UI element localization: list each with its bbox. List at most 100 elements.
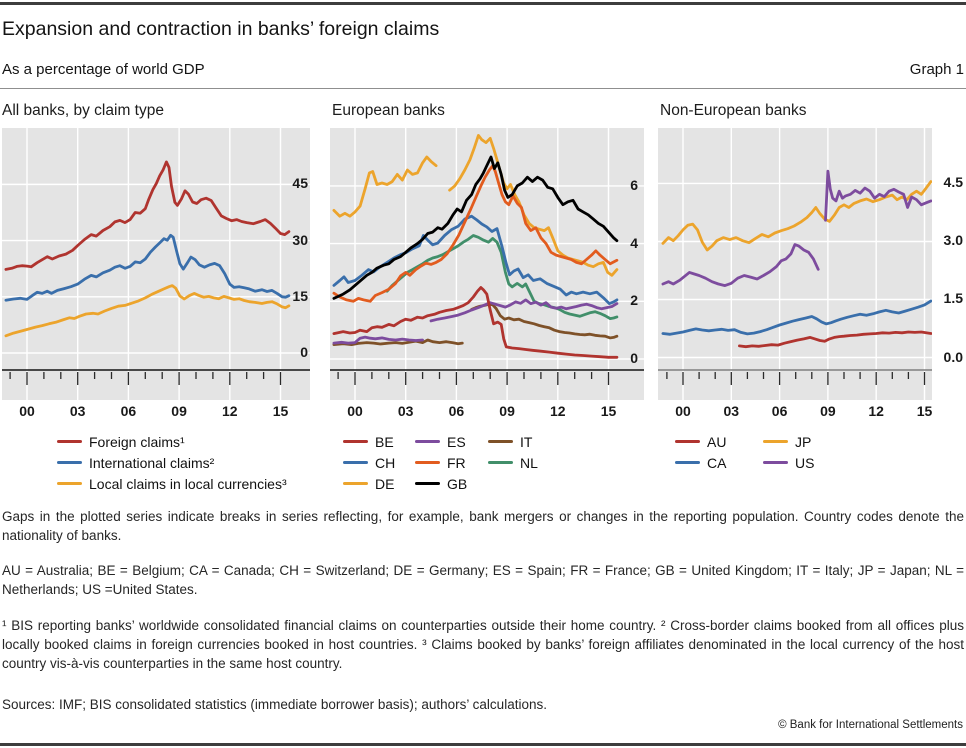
series-line-de <box>448 134 619 277</box>
panel-title-3: Non-European banks <box>660 102 807 119</box>
legend-column: ES FR GB <box>415 431 467 494</box>
legend-item: Foreign claims¹ <box>57 431 287 452</box>
plot-background <box>658 128 932 400</box>
series-line-foreign-claims <box>4 160 291 271</box>
x-tick-label: 06 <box>771 403 788 419</box>
legend-swatch-de <box>343 481 368 486</box>
legend-label: DE <box>375 475 395 492</box>
chart-subtitle: As a percentage of world GDP <box>2 61 205 78</box>
legend-swatch-ch <box>343 460 368 465</box>
y-tick-label: 30 <box>292 231 308 248</box>
legend-item: NL <box>488 452 538 473</box>
series-line-fr <box>332 164 619 303</box>
y-tick-label: 4 <box>630 234 638 251</box>
series-line-international-claims <box>4 233 291 302</box>
legend-swatch-us <box>763 460 788 465</box>
legend-item: DE <box>343 473 395 494</box>
x-tick-label: 12 <box>868 403 884 419</box>
legend-item: International claims² <box>57 452 287 473</box>
legend-label: International claims² <box>89 454 215 471</box>
x-tick-label: 03 <box>723 403 740 419</box>
y-tick-label: 2 <box>630 292 638 309</box>
series-line-be <box>332 286 619 359</box>
legend-label: JP <box>795 433 812 450</box>
axis-ticks <box>666 372 926 385</box>
series-line-au <box>738 330 932 349</box>
x-tick-label: 00 <box>19 403 35 419</box>
legend-item: FR <box>415 452 467 473</box>
legend-swatch-es <box>415 439 440 444</box>
x-tick-label: 15 <box>272 403 289 419</box>
footnote-definitions: ¹ BIS reporting banks’ worldwide consoli… <box>2 618 964 672</box>
subtitle-rule <box>0 88 966 89</box>
series-line-es <box>429 298 619 323</box>
legend-swatch-fr <box>415 460 440 465</box>
gridlines <box>330 128 644 400</box>
y-tick-label: 3.0 <box>943 232 963 249</box>
legend-swatch-au <box>675 439 700 444</box>
gridlines <box>658 128 932 400</box>
legend-swatch-foreign-claims <box>57 439 82 444</box>
legend-item: JP <box>763 431 814 452</box>
legend-swatch-international-claims <box>57 460 82 465</box>
legend-label: BE <box>375 433 394 450</box>
y-tick-label: 0 <box>630 350 638 366</box>
y-tick-label: 15 <box>292 287 308 304</box>
series-line-local-claims-in-local-currencies <box>4 284 291 338</box>
bottom-rule <box>0 743 966 746</box>
legend-label: Foreign claims¹ <box>89 433 185 450</box>
legend-label: Local claims in local currencies³ <box>89 475 287 492</box>
series-line-it <box>470 302 619 340</box>
axis-ticks <box>9 372 282 385</box>
legend-label: US <box>795 454 815 471</box>
legend-item: ES <box>415 431 467 452</box>
x-tick-label: 15 <box>916 403 933 419</box>
graph-number-label: Graph 1 <box>909 61 964 78</box>
legend-label: AU <box>707 433 727 450</box>
top-rule <box>0 2 966 5</box>
legend-item: Local claims in local currencies³ <box>57 473 287 494</box>
series-line-de <box>332 155 438 218</box>
panel-title-2: European banks <box>332 102 445 119</box>
legend-swatch-ca <box>675 460 700 465</box>
x-tick-label: 00 <box>347 403 363 419</box>
plot-background <box>2 128 310 400</box>
x-tick-label: 15 <box>600 403 617 419</box>
x-tick-label: 03 <box>397 403 414 419</box>
legend-label: GB <box>447 475 468 492</box>
legend-column: JP US <box>763 431 814 473</box>
y-tick-label: 45 <box>292 175 308 192</box>
legend-label: NL <box>520 454 538 471</box>
x-tick-label: 12 <box>222 403 238 419</box>
y-tick-label: 1.5 <box>943 290 963 307</box>
legend-item: GB <box>415 473 467 494</box>
x-tick-label: 09 <box>820 403 836 419</box>
legend-swatch-gb <box>415 481 440 486</box>
legend-column: BE CH DE <box>343 431 395 494</box>
x-tick-label: 03 <box>69 403 86 419</box>
legend-swatch-be <box>343 439 368 444</box>
series-line-us <box>824 169 932 222</box>
legend-item: US <box>763 452 814 473</box>
gridlines <box>2 128 310 400</box>
x-tick-label: 09 <box>171 403 187 419</box>
legend-label: FR <box>447 454 466 471</box>
series-line-it <box>332 338 464 347</box>
legend-item: AU <box>675 431 726 452</box>
series-line-gb <box>332 155 619 300</box>
series-line-ca <box>661 299 932 336</box>
axis-ticks <box>337 372 610 385</box>
panel-1-plot <box>2 128 310 400</box>
footnote-gaps: Gaps in the plotted series indicate brea… <box>2 509 964 544</box>
panel-2-plot <box>330 128 644 400</box>
legend-item: CA <box>675 452 726 473</box>
sources-line: Sources: IMF; BIS consolidated statistic… <box>2 697 547 712</box>
legend-label: IT <box>520 433 533 450</box>
legend-label: CA <box>707 454 727 471</box>
legend-item: IT <box>488 431 538 452</box>
y-tick-label: 6 <box>630 176 638 193</box>
x-tick-label: 09 <box>499 403 515 419</box>
series-line-jp <box>661 180 932 252</box>
series-line-es <box>332 335 424 345</box>
